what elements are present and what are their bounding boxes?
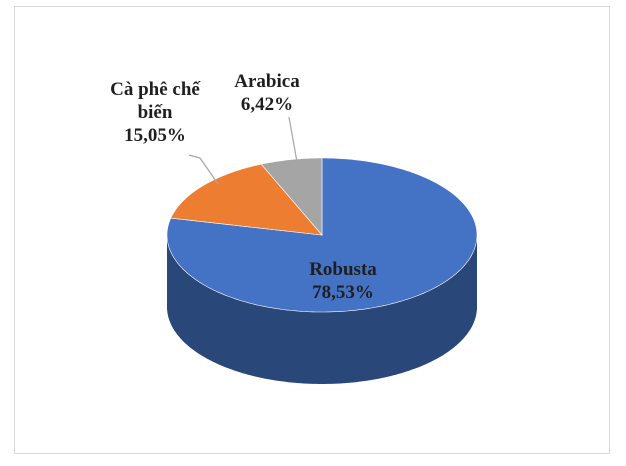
category-label: Arabica (234, 71, 300, 92)
value-label: 15,05% (124, 125, 186, 146)
leader-line (199, 157, 219, 185)
leader-line (188, 154, 201, 159)
data-label: Robusta 78,53% (288, 258, 398, 304)
category-label: Robusta (309, 259, 377, 280)
category-label: Cà phê chế biến (110, 79, 200, 123)
value-label: 6,42% (240, 94, 294, 115)
pie-slice (170, 163, 323, 236)
chart-frame (14, 6, 610, 454)
leader-line (288, 116, 298, 163)
pie-slice (260, 157, 323, 236)
data-label: Cà phê chế biến 15,05% (95, 78, 215, 147)
value-label: 78,53% (312, 282, 374, 303)
pie-slice-side (167, 235, 477, 384)
data-label: Arabica 6,42% (222, 70, 312, 116)
